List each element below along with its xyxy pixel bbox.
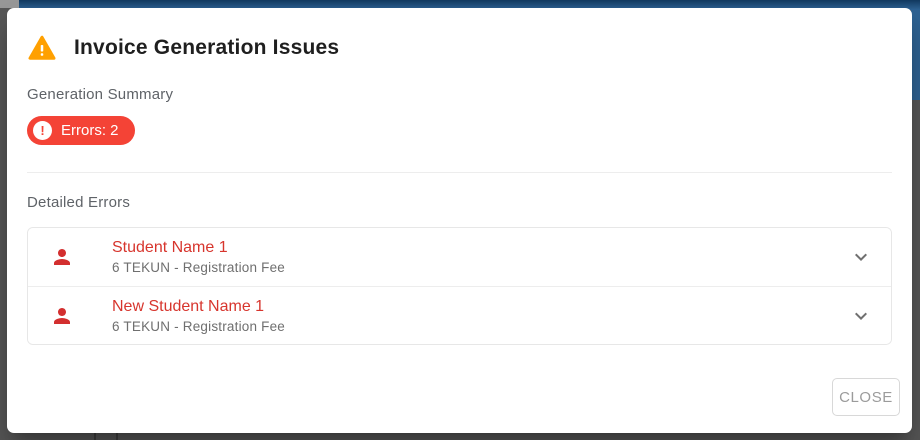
error-student-name: New Student Name 1 — [112, 297, 265, 315]
background-table-line — [94, 433, 96, 440]
chevron-down-icon[interactable] — [849, 245, 873, 269]
person-icon — [50, 245, 74, 269]
detailed-errors-label: Detailed Errors — [27, 194, 131, 211]
error-list: Student Name 1 6 TEKUN - Registration Fe… — [27, 227, 892, 345]
section-divider — [27, 172, 892, 173]
invoice-issues-dialog: Invoice Generation Issues Generation Sum… — [7, 8, 912, 433]
dialog-title: Invoice Generation Issues — [74, 36, 340, 59]
error-row-texts: Student Name 1 6 TEKUN - Registration Fe… — [112, 239, 285, 275]
background-table-line — [116, 433, 118, 440]
errors-count-badge: ! Errors: 2 — [27, 116, 135, 145]
errors-count-text: Errors: 2 — [61, 122, 119, 139]
page-header-bar — [19, 0, 920, 10]
chevron-down-icon[interactable] — [849, 304, 873, 328]
page-corner-fragment — [0, 0, 19, 8]
error-student-name: Student Name 1 — [112, 239, 228, 256]
error-description: 6 TEKUN - Registration Fee — [112, 318, 286, 334]
error-row-student-1[interactable]: Student Name 1 6 TEKUN - Registration Fe… — [28, 228, 891, 286]
error-row-texts: New Student Name 1 6 TEKUN - Registratio… — [112, 298, 285, 334]
error-row-new-student-1[interactable]: New Student Name 1 6 TEKUN - Registratio… — [28, 286, 891, 344]
close-button[interactable]: CLOSE — [832, 378, 900, 416]
dialog-header: Invoice Generation Issues — [27, 8, 892, 64]
page-header-right-edge — [911, 10, 920, 100]
error-circle-icon: ! — [33, 121, 52, 140]
generation-summary-label: Generation Summary — [27, 86, 174, 103]
warning-icon — [27, 33, 57, 63]
person-icon — [50, 304, 74, 328]
error-description: 6 TEKUN - Registration Fee — [112, 260, 286, 275]
